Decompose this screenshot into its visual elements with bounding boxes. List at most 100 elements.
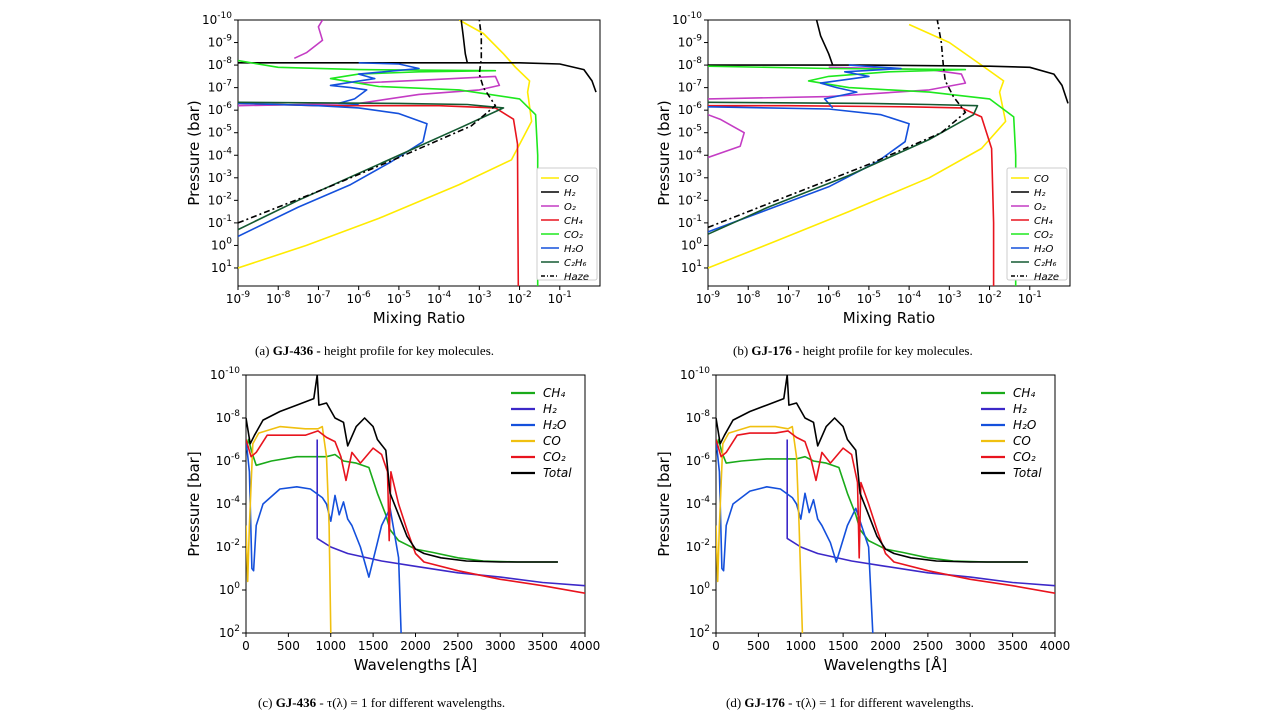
y-tick-label: 10-2 <box>686 538 710 554</box>
caption-d: (d) GJ-176 - τ(λ) = 1 for different wave… <box>726 695 974 711</box>
x-axis-title: Mixing Ratio <box>843 309 935 327</box>
series-line-H2O_b <box>819 64 902 109</box>
y-tick-label: 10-10 <box>680 366 710 382</box>
x-tick-label: 2500 <box>443 639 474 653</box>
caption-d-rest: - τ(λ) = 1 for different wavelengths. <box>788 695 974 710</box>
legend-label: H₂O <box>1034 244 1054 255</box>
y-axis-title: Pressure [bar] <box>185 451 203 556</box>
x-tick-label: 10-3 <box>467 290 491 306</box>
legend-label: CH₄ <box>543 386 565 400</box>
x-axis-title: Wavelengths [Å] <box>824 655 948 674</box>
series-line-Total <box>246 375 558 563</box>
panel-a-chart: 10-9 10-8 10-7 10-6 10-5 10-4 10-3 10-2 10-1 10-1… <box>185 11 601 327</box>
x-tick-label: 10-1 <box>1018 290 1042 306</box>
caption-b-letter: (b) <box>733 343 749 358</box>
x-tick-label: 0 <box>712 639 720 653</box>
legend-label: Haze <box>564 272 589 283</box>
y-tick-label: 100 <box>681 236 702 252</box>
x-tick-label: 1500 <box>358 639 389 653</box>
x-tick-label: 4000 <box>570 639 601 653</box>
series-line-H2_top <box>815 20 834 66</box>
y-tick-label: 10-1 <box>678 214 702 230</box>
legend-label: H₂O <box>564 244 584 255</box>
y-tick-label: 10-8 <box>216 409 241 425</box>
legend-label: CO₂ <box>1034 230 1053 241</box>
series-line-H2 <box>708 64 1069 104</box>
x-tick-label: 10-1 <box>548 290 572 306</box>
legend-box <box>1006 167 1068 281</box>
series-line-CO <box>716 425 804 633</box>
series-line-H2O <box>708 106 910 233</box>
series-line-CO2 <box>246 430 585 594</box>
y-tick-label: 10-10 <box>202 11 232 27</box>
series-line-H2O <box>246 439 402 633</box>
y-tick-label: 101 <box>681 259 702 275</box>
x-tick-label: 10-2 <box>507 290 531 306</box>
y-tick-label: 10-5 <box>678 124 702 140</box>
series-line-O2 <box>293 20 324 60</box>
legend-label: H₂ <box>543 402 557 416</box>
legend-label: H₂O <box>543 418 566 432</box>
x-tick-label: 2000 <box>400 639 431 653</box>
y-tick-label: 101 <box>211 259 232 275</box>
legend-label: Total <box>543 466 572 480</box>
legend-label: CO₂ <box>543 450 566 464</box>
x-tick-label: 10-5 <box>387 290 411 306</box>
y-tick-label: 100 <box>689 581 710 597</box>
legend-label: CH₄ <box>564 216 583 227</box>
series-line-H2O <box>716 439 874 633</box>
x-tick-label: 3500 <box>997 639 1028 653</box>
series-line-C2H6 <box>708 101 979 235</box>
series-line-O2 <box>708 113 745 159</box>
legend: CO H₂ O₂ CH₄ CO₂ H₂O C₂H₆ Haze <box>536 167 598 283</box>
series-line-Total <box>716 375 1028 563</box>
legend-label: H₂ <box>1034 188 1046 199</box>
x-tick-label: 1000 <box>785 639 816 653</box>
y-tick-label: 102 <box>689 624 710 640</box>
panel-c-chart: 0 500 1000 1500 2000 2500 3000 3500 4000 10-10 10-… <box>185 366 600 674</box>
y-tick-label: 10-8 <box>208 56 233 72</box>
x-tick-label: 2500 <box>913 639 944 653</box>
caption-c: (c) GJ-436 - τ(λ) = 1 for different wave… <box>258 695 505 711</box>
legend-label: H₂ <box>564 188 576 199</box>
y-tick-label: 10-6 <box>678 101 703 117</box>
y-tick-label: 10-8 <box>678 56 703 72</box>
series-line-CO <box>708 23 1007 269</box>
series-line-CH4 <box>238 102 520 286</box>
legend-label: Haze <box>1034 272 1059 283</box>
legend-label: CH₄ <box>1034 216 1053 227</box>
x-tick-label: 10-6 <box>347 290 372 306</box>
y-tick-label: 10-5 <box>208 124 232 140</box>
x-tick-label: 500 <box>747 639 770 653</box>
x-tick-label: 10-8 <box>266 290 291 306</box>
x-tick-label: 3000 <box>955 639 986 653</box>
series-line-H2_top <box>460 20 469 63</box>
y-tick-label: 10-4 <box>216 495 241 511</box>
y-tick-label: 100 <box>219 581 240 597</box>
y-tick-label: 10-10 <box>210 366 240 382</box>
y-tick-label: 100 <box>211 236 232 252</box>
y-tick-label: 10-4 <box>678 146 703 162</box>
y-tick-label: 10-7 <box>208 79 232 95</box>
y-axis-title: Pressure (bar) <box>655 100 673 205</box>
series-line-H2O_b <box>329 62 420 106</box>
y-tick-label: 10-9 <box>208 34 233 50</box>
x-tick-label: 10-9 <box>696 290 721 306</box>
series-line-CO <box>238 20 533 269</box>
y-tick-label: 10-7 <box>678 79 702 95</box>
y-tick-label: 10-3 <box>208 169 232 185</box>
series-line-Haze <box>708 20 967 229</box>
y-tick-label: 102 <box>219 624 240 640</box>
x-axis-title: Mixing Ratio <box>373 309 465 327</box>
y-tick-label: 10-8 <box>686 409 711 425</box>
y-tick-label: 10-1 <box>208 214 232 230</box>
x-tick-label: 2000 <box>870 639 901 653</box>
panel-d-chart: 0 500 1000 1500 2000 2500 3000 3500 4000 10-10 10-… <box>655 366 1070 674</box>
panel-b-chart: 10-9 10-8 10-7 10-6 10-5 10-4 10-3 10-2 10-1 10-1… <box>655 11 1071 327</box>
y-tick-label: 10-6 <box>216 452 241 468</box>
y-tick-label: 10-9 <box>678 34 703 50</box>
legend-label: C₂H₆ <box>564 258 587 269</box>
legend-label: H₂O <box>1013 418 1036 432</box>
y-tick-label: 10-2 <box>208 191 232 207</box>
series-line-CH4 <box>708 104 995 286</box>
